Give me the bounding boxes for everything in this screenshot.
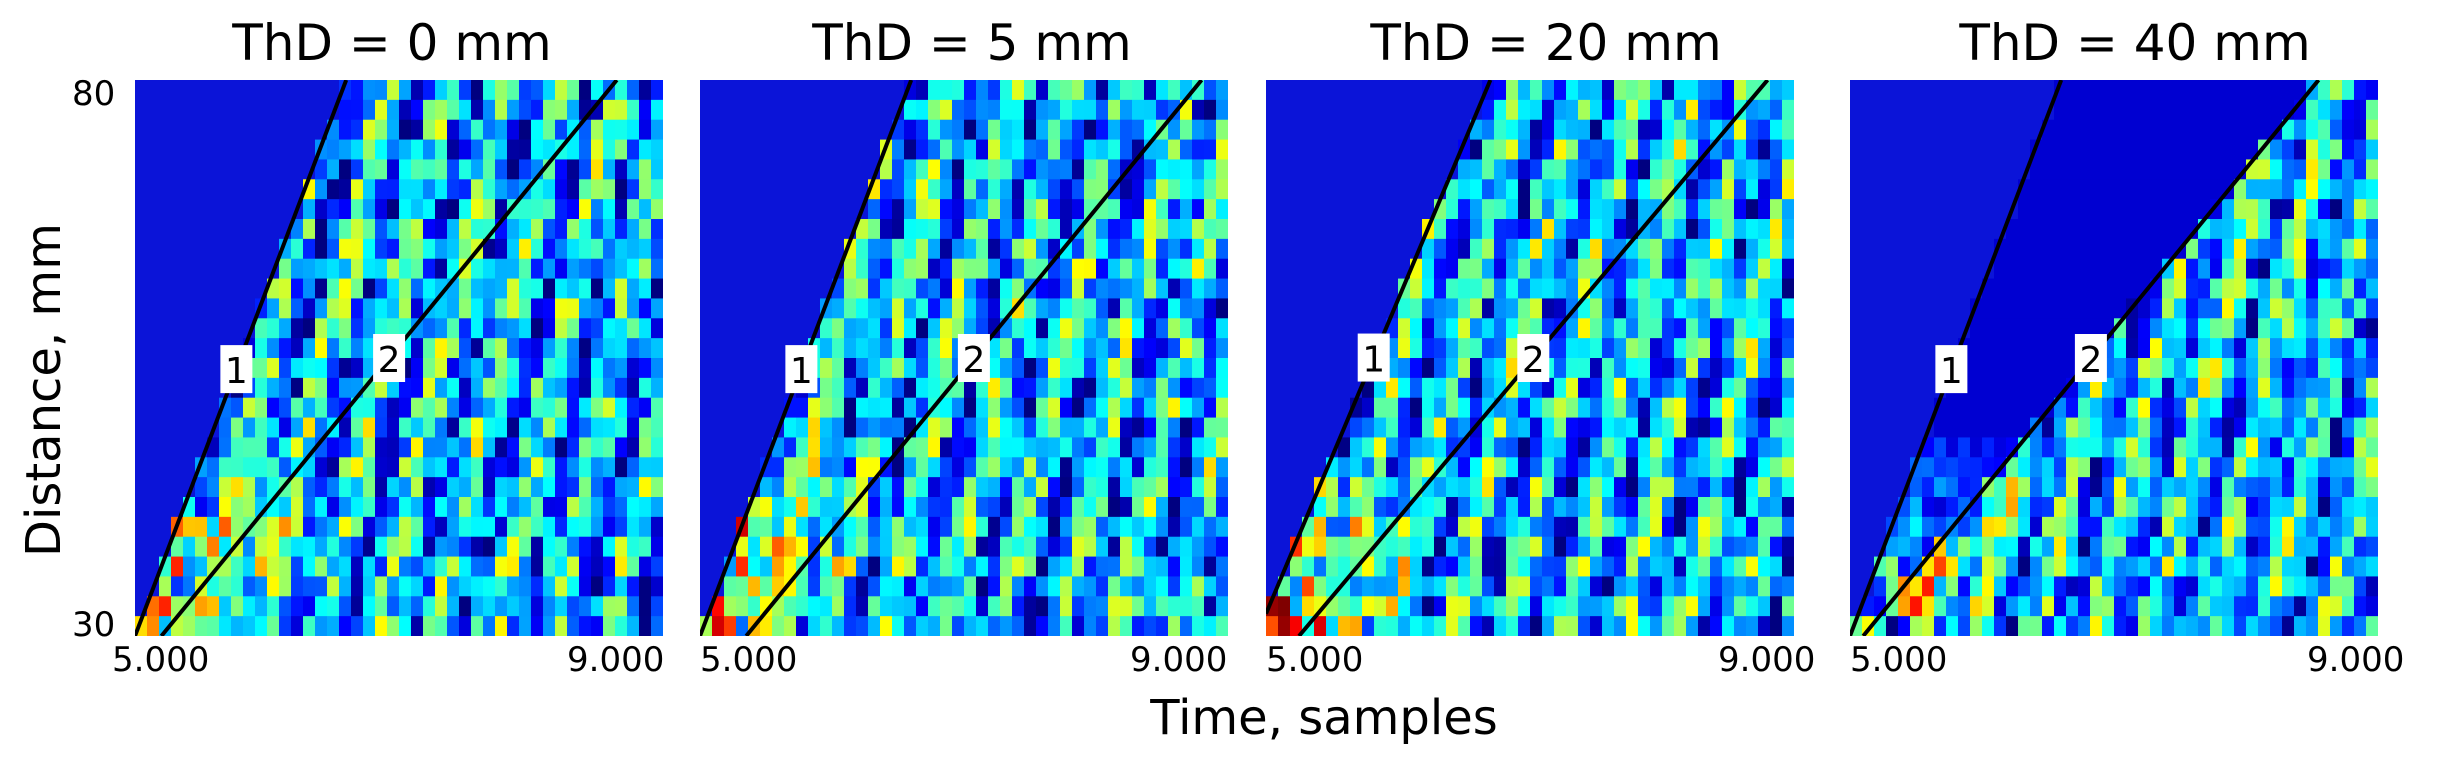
line-label: 2 xyxy=(378,340,401,381)
panel-title: ThD = 40 mm xyxy=(1959,14,2311,72)
line-label: 1 xyxy=(225,351,248,392)
y-tick-bottom: 30 xyxy=(72,605,116,645)
line-label: 1 xyxy=(1940,351,1963,392)
x-tick-start: 5.000 xyxy=(1850,640,1948,680)
x-tick-end: 9.000 xyxy=(2307,640,2405,680)
x-tick-end: 9.000 xyxy=(1718,640,1816,680)
panel-title: ThD = 0 mm xyxy=(232,14,552,72)
heatmap-cells xyxy=(135,80,663,636)
line-label: 2 xyxy=(962,340,985,381)
line-label-box xyxy=(957,334,990,382)
heatmap-cells xyxy=(700,80,1228,636)
line-label: 2 xyxy=(1522,340,1545,381)
line-label-box xyxy=(1517,334,1550,382)
line-label: 1 xyxy=(1362,340,1385,381)
line-label-box xyxy=(373,334,406,382)
x-axis-label: Time, samples xyxy=(1150,690,1498,746)
y-tick-top: 80 xyxy=(72,74,116,114)
line-label-box xyxy=(2074,334,2107,382)
x-tick-start: 5.000 xyxy=(1266,640,1364,680)
panel-title: ThD = 5 mm xyxy=(812,14,1132,72)
x-tick-start: 5.000 xyxy=(700,640,798,680)
line-label-box xyxy=(1357,333,1390,382)
x-tick-end: 9.000 xyxy=(567,640,665,680)
line-label: 2 xyxy=(2079,340,2102,381)
line-label: 1 xyxy=(790,351,813,392)
heatmap-cells xyxy=(1266,80,1794,636)
line-label-box xyxy=(1935,345,1968,394)
x-tick-start: 5.000 xyxy=(112,640,210,680)
y-axis-label: Distance, mm xyxy=(16,223,72,557)
line-label-box xyxy=(220,345,253,394)
line-label-box xyxy=(785,345,818,394)
heatmap-cells xyxy=(1850,80,2378,636)
panel-title: ThD = 20 mm xyxy=(1370,14,1722,72)
x-tick-end: 9.000 xyxy=(1130,640,1228,680)
